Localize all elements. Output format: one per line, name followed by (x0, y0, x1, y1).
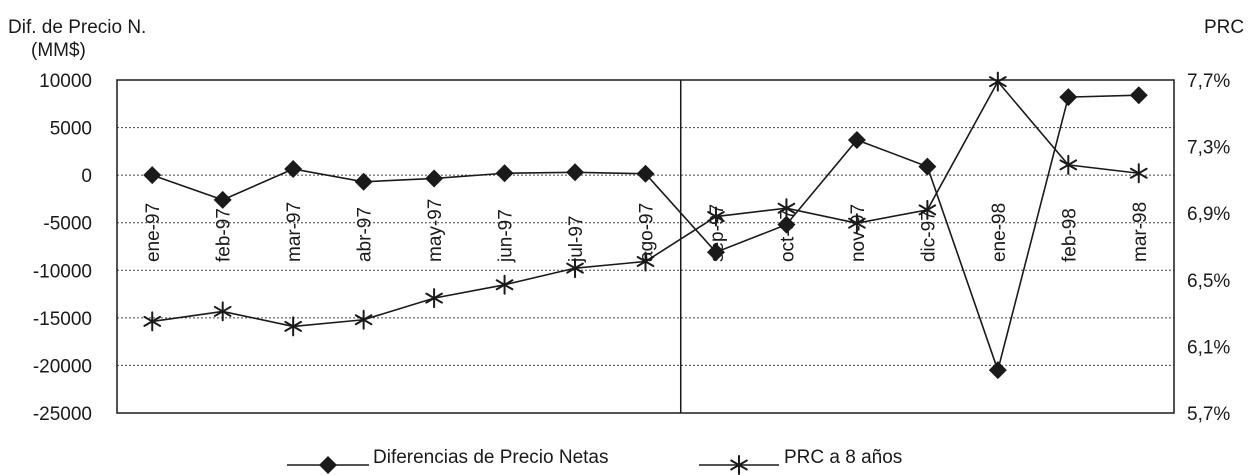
data-point-asterisk (354, 309, 373, 330)
y-axis-right-ticks: 7,7% 7,3% 6,9% 6,5% 6,1% 5,7% (1187, 71, 1230, 425)
x-category-label: ago-97 (637, 203, 658, 262)
y-left-tick-label: 10000 (39, 71, 92, 92)
series-markers (143, 71, 1148, 380)
x-category-label: mar-98 (1130, 202, 1151, 262)
x-category-label: feb-97 (214, 208, 235, 262)
y-axis-left-title-line2: (MM$) (31, 40, 86, 61)
y-left-tick-label: -5000 (43, 214, 92, 235)
x-category-label: ene-97 (143, 203, 164, 262)
y-left-tick-label: -20000 (33, 356, 92, 377)
x-category-label: jul-97 (566, 216, 587, 263)
y-left-tick-label: 5000 (50, 119, 92, 140)
data-point-asterisk (425, 288, 443, 309)
data-point-diamond (354, 172, 373, 191)
data-point-asterisk (213, 301, 232, 322)
data-point-diamond (847, 130, 866, 149)
data-point-diamond (284, 159, 303, 178)
x-category-label: dic-97 (918, 210, 939, 262)
data-point-diamond (777, 215, 796, 234)
data-point-asterisk (918, 199, 937, 220)
x-axis-category-labels: ene-97 feb-97 mar-97 abr-97 may-97 jun-97 jul-… (143, 199, 1151, 263)
y-right-tick-label: 7,3% (1187, 138, 1230, 159)
y-right-tick-label: 6,9% (1187, 204, 1230, 225)
legend-glyphs (287, 455, 779, 475)
x-category-label: jun-97 (496, 209, 517, 263)
x-category-label: feb-98 (1059, 208, 1080, 262)
legend-label-series-1: Diferencias de Precio Netas (373, 447, 609, 468)
y-left-tick-label: 0 (81, 166, 92, 187)
x-category-label: abr-97 (355, 207, 376, 262)
data-point-diamond (988, 361, 1007, 380)
data-point-asterisk (1059, 154, 1078, 175)
legend-asterisk-icon (730, 455, 748, 475)
y-axis-right-title: PRC (1204, 17, 1245, 38)
data-point-diamond (1059, 88, 1078, 107)
y-axis-left-ticks: 10000 5000 0 -5000 -10000 -15000 -20000 -25000 (33, 71, 92, 425)
y-right-tick-label: 6,5% (1187, 271, 1230, 292)
x-category-label: mar-97 (284, 202, 305, 262)
data-point-diamond (636, 164, 655, 183)
data-point-diamond (566, 163, 585, 182)
data-point-asterisk (848, 213, 866, 234)
data-point-asterisk (636, 251, 655, 272)
data-point-diamond (143, 166, 162, 185)
data-point-asterisk (1129, 163, 1148, 184)
y-left-tick-label: -15000 (33, 309, 92, 330)
data-point-asterisk (777, 198, 796, 219)
data-point-asterisk (566, 258, 584, 279)
data-point-diamond (213, 190, 232, 209)
data-point-diamond (918, 157, 937, 176)
y-right-tick-label: 5,7% (1187, 404, 1230, 425)
y-right-tick-label: 7,7% (1187, 71, 1230, 92)
y-right-tick-label: 6,1% (1187, 337, 1230, 358)
x-category-label: ene-98 (989, 203, 1010, 262)
data-point-asterisk (989, 71, 1007, 92)
y-left-tick-label: -10000 (33, 261, 92, 282)
data-point-asterisk (284, 316, 302, 337)
data-point-diamond (1129, 86, 1148, 105)
y-left-tick-label: -25000 (33, 404, 92, 425)
data-point-asterisk (143, 311, 162, 332)
legend-diamond-icon (319, 456, 337, 474)
plot-area (116, 79, 1175, 414)
data-point-diamond (706, 243, 725, 262)
data-point-asterisk (495, 274, 514, 295)
data-point-diamond (495, 164, 514, 183)
data-point-asterisk (707, 206, 725, 227)
data-point-diamond (425, 169, 444, 188)
y-axis-left-title-line1: Dif. de Precio N. (8, 17, 147, 38)
x-category-label: oct-97 (777, 209, 798, 262)
legend-label-series-2: PRC a 8 años (784, 447, 903, 468)
x-category-label: nov-97 (848, 204, 869, 262)
x-category-label: may-97 (425, 199, 446, 262)
